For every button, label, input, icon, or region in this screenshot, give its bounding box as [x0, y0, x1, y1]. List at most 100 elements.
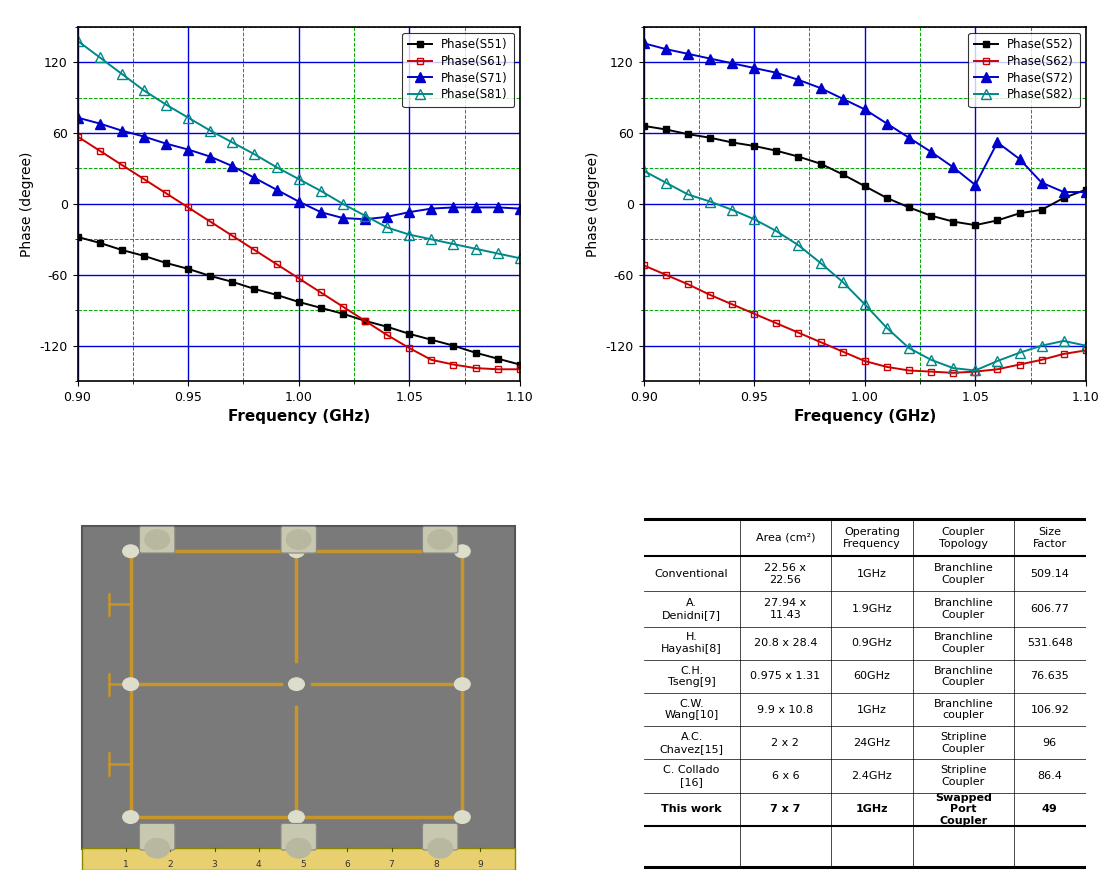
- Phase(S82): [902, 343, 915, 353]
- Text: Branchline
Coupler: Branchline Coupler: [933, 563, 993, 584]
- Phase(S62): [902, 365, 915, 376]
- Text: 7: 7: [389, 860, 394, 869]
- Text: 2: 2: [167, 860, 173, 869]
- Phase(S52): [726, 137, 739, 147]
- Phase(S81): [226, 137, 239, 147]
- FancyBboxPatch shape: [281, 823, 317, 850]
- Phase(S61): [469, 363, 482, 374]
- Phase(S71): [270, 185, 284, 195]
- Phase(S72): [880, 118, 893, 129]
- Phase(S82): [968, 365, 982, 376]
- Phase(S82): [858, 299, 871, 310]
- Phase(S81): [424, 234, 438, 244]
- Phase(S51): [380, 321, 393, 332]
- X-axis label: Frequency (GHz): Frequency (GHz): [227, 409, 370, 424]
- Phase(S81): [270, 162, 284, 172]
- Phase(S52): [659, 124, 673, 135]
- Phase(S52): [858, 181, 871, 192]
- Phase(S51): [402, 329, 416, 339]
- Phase(S71): [204, 151, 217, 162]
- Phase(S61): [380, 329, 393, 340]
- Phase(S82): [1013, 347, 1026, 358]
- Circle shape: [428, 529, 452, 550]
- Phase(S72): [681, 49, 695, 59]
- Bar: [82, 848, 515, 870]
- Circle shape: [288, 811, 305, 823]
- Phase(S51): [137, 250, 151, 261]
- Phase(S61): [293, 273, 306, 283]
- Phase(S72): [902, 132, 915, 143]
- Phase(S61): [424, 354, 438, 365]
- Text: 2 x 2: 2 x 2: [771, 738, 799, 748]
- FancyBboxPatch shape: [140, 527, 175, 553]
- Phase(S62): [1035, 354, 1048, 365]
- Phase(S81): [336, 199, 349, 210]
- Phase(S62): [858, 356, 871, 367]
- Phase(S71): [447, 202, 460, 213]
- Text: 509.14: 509.14: [1030, 569, 1069, 579]
- Phase(S52): [704, 132, 717, 143]
- Phase(S81): [115, 68, 129, 79]
- Phase(S51): [182, 264, 195, 274]
- Phase(S72): [704, 53, 717, 64]
- Line: Phase(S82): Phase(S82): [638, 166, 1090, 376]
- Phase(S82): [792, 240, 806, 250]
- Text: 4: 4: [256, 860, 261, 869]
- Phase(S52): [880, 193, 893, 203]
- Text: 6: 6: [345, 860, 350, 869]
- Phase(S52): [792, 151, 806, 162]
- FancyBboxPatch shape: [82, 527, 515, 849]
- FancyBboxPatch shape: [422, 823, 458, 850]
- Text: Swapped
Port
Coupler: Swapped Port Coupler: [935, 793, 992, 826]
- Circle shape: [123, 545, 138, 558]
- Phase(S61): [93, 146, 106, 156]
- Phase(S52): [991, 215, 1004, 226]
- Phase(S61): [204, 217, 217, 227]
- Phase(S71): [513, 203, 526, 214]
- Text: 531.648: 531.648: [1027, 638, 1073, 648]
- Phase(S62): [659, 269, 673, 280]
- Phase(S71): [137, 131, 151, 142]
- Phase(S51): [358, 315, 371, 326]
- Legend: Phase(S52), Phase(S62), Phase(S72), Phase(S82): Phase(S52), Phase(S62), Phase(S72), Phas…: [968, 33, 1080, 107]
- Legend: Phase(S51), Phase(S61), Phase(S71), Phase(S81): Phase(S51), Phase(S61), Phase(S71), Phas…: [402, 33, 514, 107]
- Phase(S72): [991, 137, 1004, 147]
- Text: 20.8 x 28.4: 20.8 x 28.4: [753, 638, 818, 648]
- Phase(S81): [402, 229, 416, 240]
- Phase(S52): [902, 202, 915, 213]
- Phase(S71): [248, 172, 261, 183]
- Phase(S72): [1035, 178, 1048, 188]
- Phase(S72): [835, 93, 849, 104]
- Phase(S72): [814, 83, 828, 93]
- Text: 24GHz: 24GHz: [853, 738, 891, 748]
- Phase(S72): [726, 58, 739, 68]
- Phase(S51): [226, 276, 239, 287]
- FancyBboxPatch shape: [422, 527, 458, 553]
- Line: Phase(S61): Phase(S61): [74, 133, 523, 373]
- Text: C.H.
Tseng[9]: C.H. Tseng[9]: [668, 666, 716, 687]
- Phase(S81): [71, 36, 84, 46]
- Phase(S62): [770, 318, 783, 329]
- Text: 1GHz: 1GHz: [856, 569, 886, 579]
- Phase(S62): [946, 368, 960, 378]
- Phase(S82): [748, 214, 761, 225]
- Phase(S72): [637, 38, 650, 49]
- Phase(S51): [424, 335, 438, 345]
- Phase(S51): [336, 308, 349, 319]
- Text: 22.56 x
22.56: 22.56 x 22.56: [765, 563, 807, 584]
- Phase(S51): [447, 340, 460, 351]
- Text: Stripline
Coupler: Stripline Coupler: [940, 765, 986, 787]
- Circle shape: [454, 545, 470, 558]
- Phase(S72): [1079, 186, 1092, 197]
- Phase(S82): [1079, 340, 1092, 351]
- Phase(S61): [71, 131, 84, 142]
- Phase(S71): [358, 214, 371, 225]
- Phase(S61): [402, 343, 416, 353]
- Text: 9.9 x 10.8: 9.9 x 10.8: [757, 705, 813, 715]
- Phase(S51): [204, 271, 217, 281]
- Phase(S61): [447, 360, 460, 370]
- Phase(S52): [968, 220, 982, 231]
- Circle shape: [288, 678, 305, 691]
- Text: This work: This work: [661, 805, 722, 814]
- Phase(S82): [991, 356, 1004, 367]
